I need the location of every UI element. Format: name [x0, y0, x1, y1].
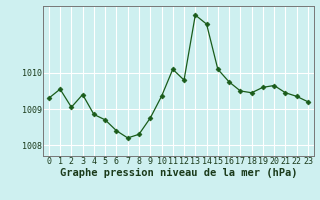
X-axis label: Graphe pression niveau de la mer (hPa): Graphe pression niveau de la mer (hPa): [60, 168, 297, 178]
